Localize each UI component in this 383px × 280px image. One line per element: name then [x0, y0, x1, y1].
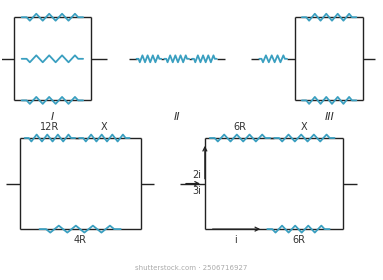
Text: 6R: 6R	[293, 235, 306, 245]
Text: III: III	[324, 112, 334, 122]
Text: 2i: 2i	[192, 170, 201, 180]
Text: X: X	[101, 122, 108, 132]
Text: I: I	[51, 112, 54, 122]
Text: II: II	[173, 112, 180, 122]
Text: 12R: 12R	[40, 122, 59, 132]
Text: 6R: 6R	[234, 122, 247, 132]
Text: 4R: 4R	[74, 235, 87, 245]
Text: 3i: 3i	[192, 186, 201, 197]
Text: shutterstock.com · 2506716927: shutterstock.com · 2506716927	[135, 265, 247, 271]
Text: X: X	[301, 122, 308, 132]
Text: i: i	[234, 235, 237, 245]
